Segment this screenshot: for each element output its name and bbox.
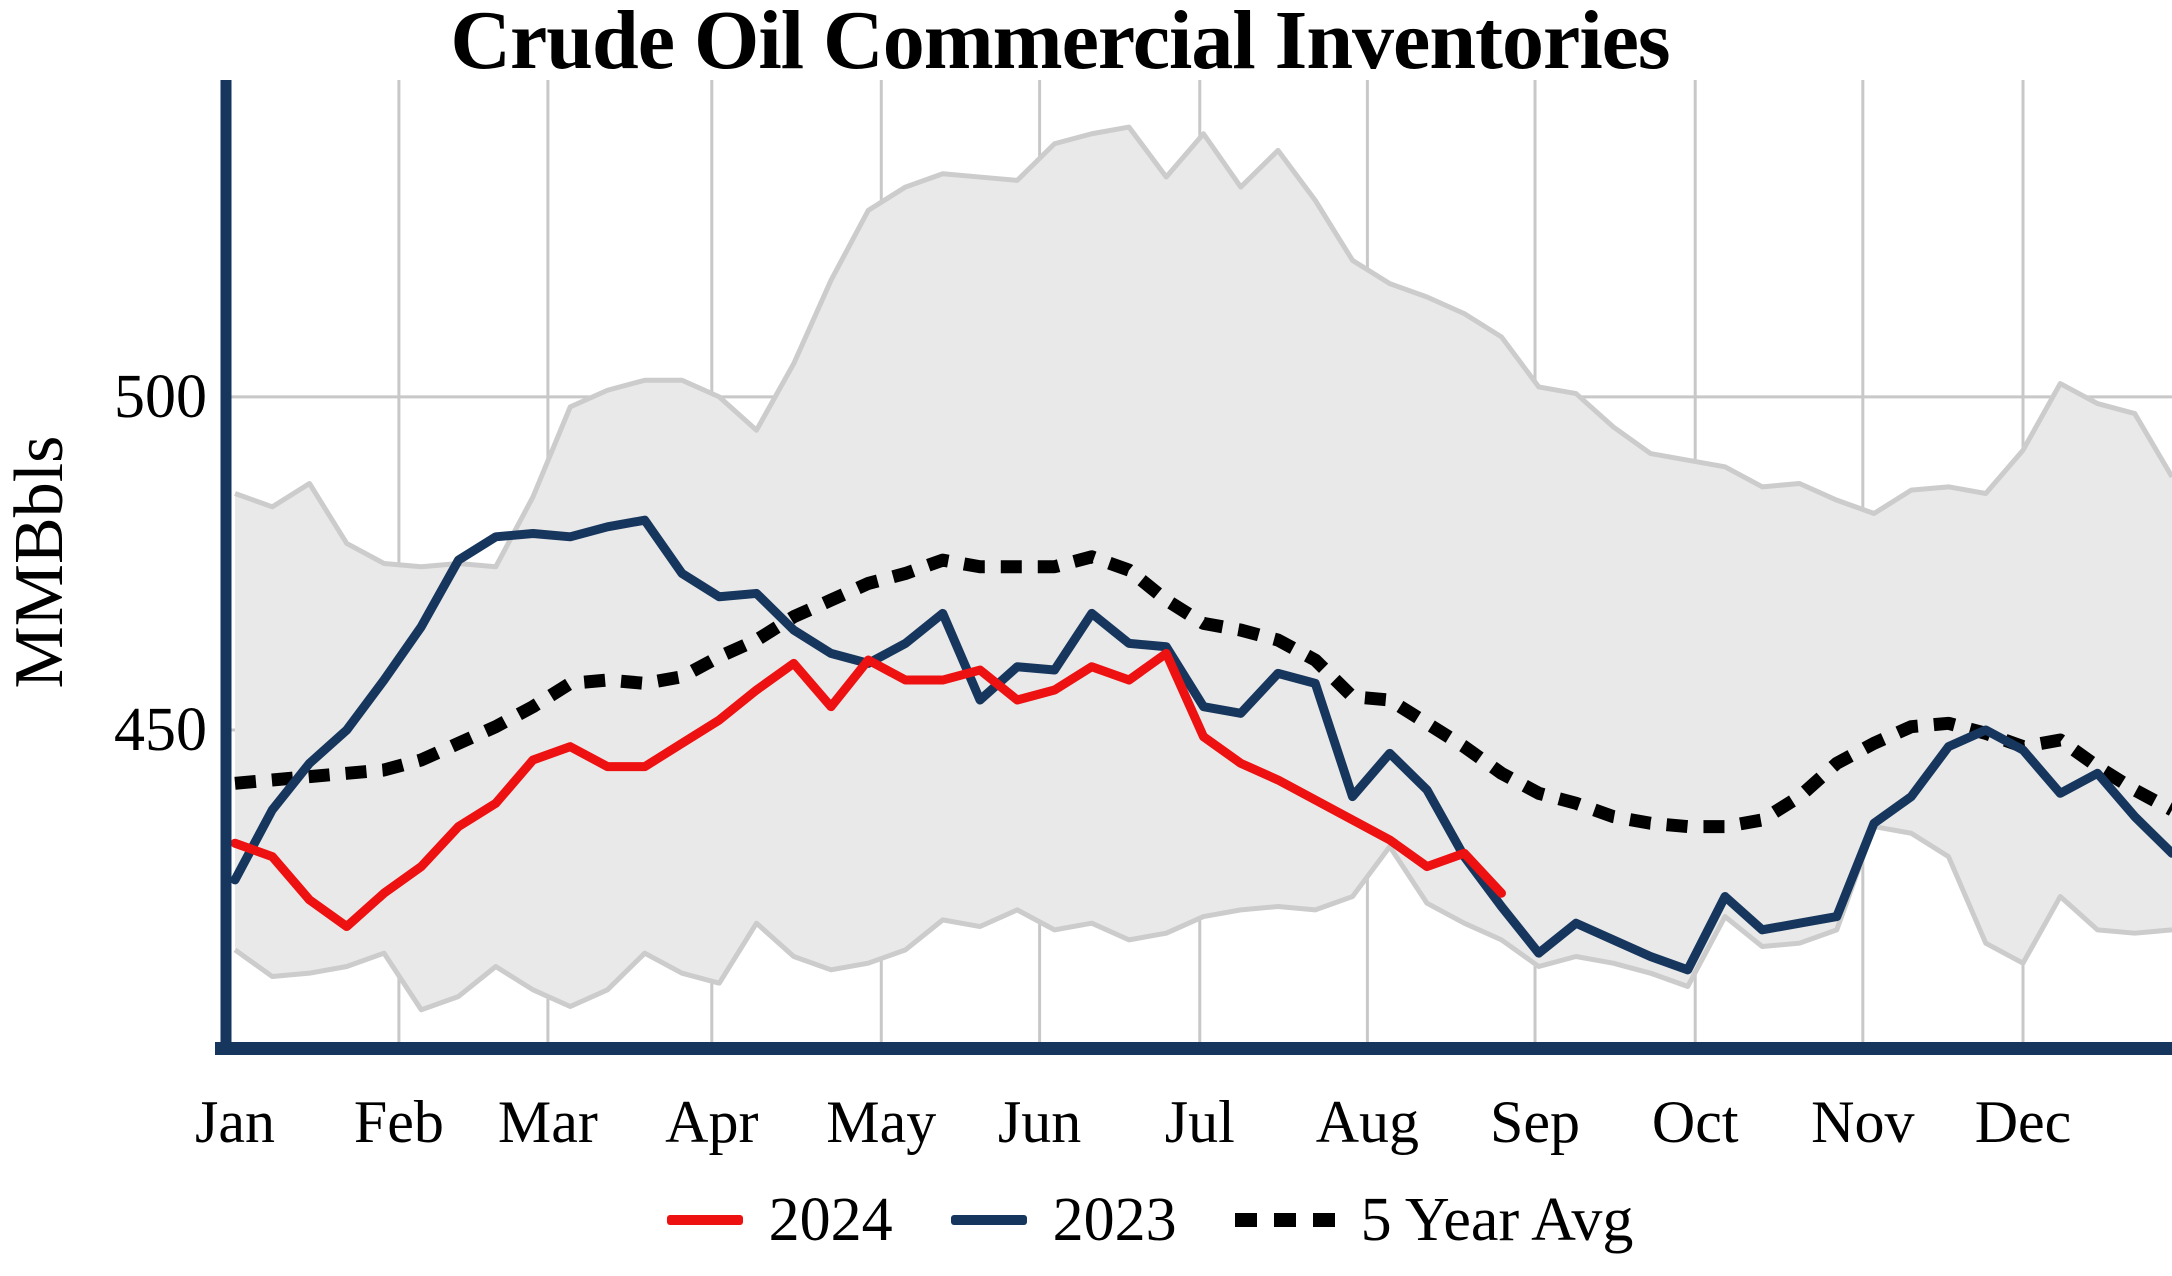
month-label-oct: Oct <box>1651 1089 1739 1155</box>
month-label-dec: Dec <box>1974 1089 2072 1155</box>
y-tick-label-450: 450 <box>114 696 207 764</box>
month-label-may: May <box>826 1089 937 1155</box>
legend-label-2023: 2023 <box>1052 1186 1177 1254</box>
month-label-feb: Feb <box>353 1089 444 1155</box>
legend-label-5-year-avg: 5 Year Avg <box>1360 1186 1634 1254</box>
five-year-range-band <box>235 127 2172 1010</box>
legend-swatch-2023 <box>950 1215 1027 1225</box>
month-label-jan: Jan <box>195 1089 275 1155</box>
month-label-apr: Apr <box>665 1089 759 1155</box>
y-axis-spine <box>220 80 232 1055</box>
legend-label-2024: 2024 <box>768 1186 893 1254</box>
legend-swatch-2024 <box>666 1215 743 1225</box>
y-tick-label-500: 500 <box>114 362 207 431</box>
month-label-nov: Nov <box>1811 1089 1915 1155</box>
chart-title: Crude Oil Commercial Inventories <box>450 0 1670 87</box>
month-label-aug: Aug <box>1315 1089 1420 1155</box>
month-label-jul: Jul <box>1164 1089 1235 1155</box>
band-upper-edge <box>234 124 2172 570</box>
series-2024 <box>230 648 1506 932</box>
series-2023 <box>230 515 2172 975</box>
legend-item-2024: 2024 <box>666 1180 893 1260</box>
x-axis-spine <box>215 1042 2172 1055</box>
series-5-year-avg <box>234 550 2172 834</box>
legend-swatch-5-year-avg <box>1234 1213 1335 1227</box>
month-label-mar: Mar <box>497 1089 598 1155</box>
legend: 2024 2023 5 Year Avg <box>300 1180 2000 1260</box>
legend-item-2023: 2023 <box>950 1180 1177 1260</box>
month-label-jun: Jun <box>997 1089 1082 1155</box>
legend-item-5-year-avg: 5 Year Avg <box>1234 1180 1634 1260</box>
month-label-sep: Sep <box>1490 1089 1581 1155</box>
